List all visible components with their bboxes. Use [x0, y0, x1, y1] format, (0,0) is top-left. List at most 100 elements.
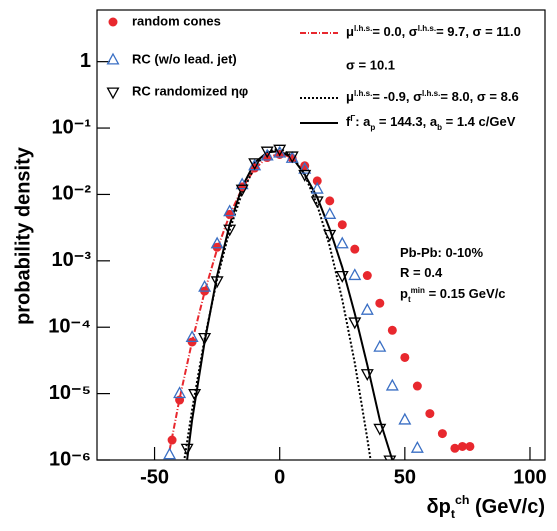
y-tick-label: 10⁻¹ [52, 116, 92, 138]
legend-label-part: p [370, 123, 375, 132]
x-axis-label-part: (GeV/c) [469, 496, 545, 518]
point [310, 196, 324, 209]
point [198, 332, 212, 345]
point [273, 145, 287, 158]
annotation: R = 0.4 [400, 265, 443, 280]
point [260, 148, 274, 161]
point [223, 224, 237, 237]
y-tick-label: 10⁻⁶ [49, 448, 91, 470]
legend-label-part: = 1.4 c/GeV [442, 114, 516, 129]
annotation-part: R = 0.4 [400, 265, 443, 280]
point [348, 317, 362, 330]
legend-label: μl.h.s.= -0.9, σl.h.s.= 8.0, σ = 8.6 [346, 89, 519, 105]
point [223, 204, 237, 217]
point [106, 87, 120, 100]
fit-curve [186, 150, 394, 460]
point [335, 236, 349, 249]
y-tick-label: 10⁻⁵ [49, 382, 91, 404]
point [383, 455, 397, 460]
fit-curve [183, 147, 372, 460]
point [108, 17, 118, 27]
point [412, 381, 422, 391]
legend-label: RC (w/o lead. jet) [132, 51, 237, 66]
legend-label-part: = 144.3, a [375, 114, 438, 129]
legend-label-part: l.h.s. [418, 24, 436, 33]
x-axis-label-part: δp [426, 496, 450, 518]
point [373, 339, 387, 352]
point [375, 298, 385, 308]
point [198, 279, 212, 292]
annotation: ptmin = 0.15 GeV/c [400, 286, 506, 304]
point [173, 386, 187, 399]
point [310, 181, 324, 194]
point [437, 429, 447, 439]
x-axis-label: δptch (GeV/c) [426, 493, 545, 521]
point [180, 443, 194, 456]
point [235, 184, 249, 197]
point [465, 441, 475, 451]
x-axis-label-part: t [451, 507, 455, 521]
point [210, 236, 224, 249]
legend-label-part: l.h.s. [354, 24, 372, 33]
y-tick-label: 10⁻⁴ [48, 316, 91, 338]
legend-label-part: = -0.9, σ [372, 89, 422, 104]
point [360, 302, 374, 315]
point [360, 369, 374, 381]
point [235, 177, 249, 190]
legend-label-part: = 8.0, σ = 8.6 [440, 89, 518, 104]
annotation-part: = 0.15 GeV/c [425, 286, 506, 301]
point [225, 209, 235, 219]
legend-label: RC randomized ηφ [132, 83, 248, 98]
plot-frame [96, 9, 546, 461]
legend-label-part: = 9.7, σ = 11.0 [436, 24, 521, 39]
annotation-part: t [408, 295, 411, 304]
point [163, 447, 177, 460]
y-tick-label: 10⁻³ [52, 249, 92, 271]
x-axis-label-part: ch [455, 493, 469, 507]
legend-label: fΓ: ap = 144.3, ab = 1.4 c/GeV [346, 114, 516, 132]
point [167, 435, 177, 445]
point [106, 52, 120, 65]
annotation-part: min [411, 286, 425, 295]
x-tick-label: 0 [274, 466, 285, 488]
point [457, 441, 467, 451]
point [348, 268, 362, 281]
point [410, 440, 424, 453]
x-tick-label: 100 [513, 466, 546, 488]
legend-label-part: = 0.0, σ [372, 24, 417, 39]
annotation-part: Pb-Pb: 0-10% [400, 245, 484, 260]
point [450, 443, 460, 453]
legend-label: μl.h.s.= 0.0, σl.h.s.= 9.7, σ = 11.0 [346, 24, 521, 40]
point [323, 229, 337, 242]
point [298, 169, 312, 182]
x-tick-label: -50 [140, 466, 169, 488]
point [185, 330, 199, 343]
legend-label-part: μ [346, 89, 354, 104]
legend-label-part: b [437, 123, 442, 132]
point [285, 151, 299, 164]
point [385, 378, 399, 391]
point [188, 389, 202, 401]
annotation-part: p [400, 286, 408, 301]
point [325, 196, 335, 206]
point [350, 244, 360, 254]
fit-curve [168, 152, 293, 451]
legend-label-part: Γ [350, 114, 355, 123]
y-tick-label: 1 [80, 50, 91, 72]
point [400, 352, 410, 362]
point [373, 423, 387, 436]
y-axis-label: probability density [12, 146, 34, 325]
legend-label-part: : a [355, 114, 371, 129]
point [210, 276, 224, 289]
point [323, 207, 337, 219]
legend-label: random cones [132, 13, 221, 28]
legend-label-part: l.h.s. [354, 89, 372, 98]
point [398, 412, 412, 425]
point [260, 146, 274, 159]
point [337, 220, 347, 230]
x-tick-label: 50 [394, 466, 416, 488]
legend-note: σ = 10.1 [346, 57, 395, 72]
point [312, 176, 322, 186]
legend-label-part: f [346, 114, 351, 129]
